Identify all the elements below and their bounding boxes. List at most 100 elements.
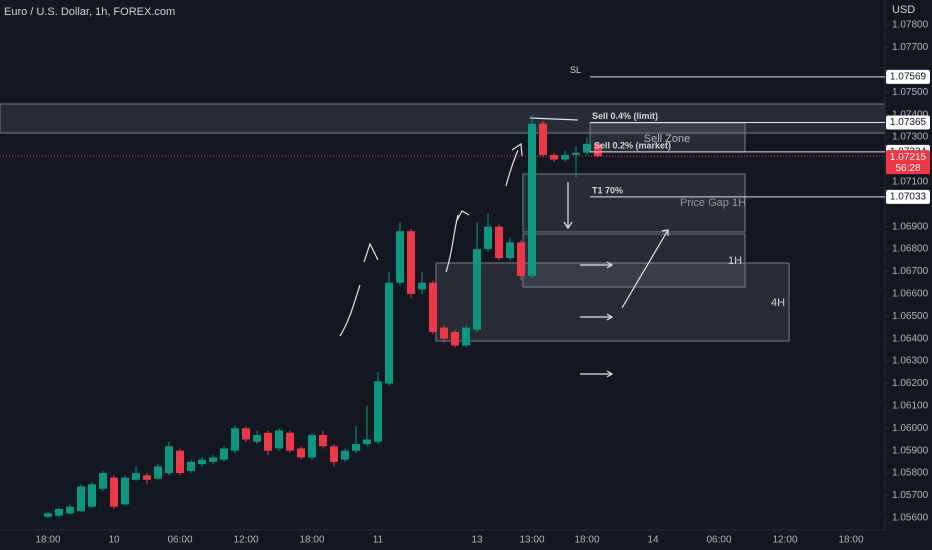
- candle-body: [110, 477, 118, 507]
- arrow-right: [580, 313, 614, 321]
- y-tick-label: 1.07300: [892, 132, 929, 143]
- candle-body: [440, 327, 448, 339]
- candle-body: [44, 513, 52, 517]
- resistance-band: [0, 103, 886, 134]
- candle-body: [88, 484, 96, 507]
- candle-body: [561, 155, 569, 160]
- zone-label: Sell Zone: [644, 133, 690, 145]
- x-tick-label: 06:00: [167, 535, 192, 546]
- y-tick-label: 1.07500: [892, 87, 929, 98]
- candle-body: [583, 143, 591, 153]
- candle-body: [352, 443, 360, 451]
- candle-body: [418, 282, 426, 290]
- candle-body: [506, 242, 514, 259]
- candle-body: [550, 155, 558, 160]
- x-tick-label: 11: [373, 535, 384, 546]
- y-tick-label: 1.06400: [892, 333, 929, 344]
- candle-body: [176, 450, 184, 474]
- candle-body: [99, 473, 107, 489]
- x-tick-label: 18:00: [574, 535, 599, 546]
- candle-body: [429, 282, 437, 332]
- level-price-box: [886, 69, 930, 84]
- level-name: Sell 0.4% (limit): [592, 111, 658, 121]
- candle-body: [407, 231, 415, 294]
- y-tick-label: 1.05600: [892, 513, 929, 524]
- y-tick-label: 1.05900: [892, 445, 929, 456]
- candle-body: [165, 446, 173, 474]
- y-tick-label: 1.05800: [892, 468, 929, 479]
- y-tick-label: 1.07400: [892, 109, 929, 120]
- hand-arrow: [363, 242, 379, 263]
- candle-body: [341, 450, 349, 460]
- arrow-up: [621, 229, 669, 309]
- x-tick-label: 06:00: [706, 535, 731, 546]
- zone-1h: [522, 233, 746, 288]
- x-tick-label: 18:00: [299, 535, 324, 546]
- candle-body: [275, 430, 283, 449]
- y-tick-label: 1.06000: [892, 423, 929, 434]
- hand-arrow: [339, 284, 361, 337]
- candle-body: [187, 461, 195, 471]
- zone-label: Price Gap 1H: [680, 197, 746, 209]
- candle-body: [319, 435, 327, 447]
- y-tick-label: 1.06300: [892, 356, 929, 367]
- candle-body: [209, 457, 217, 462]
- candle-body: [495, 226, 503, 259]
- level-price-box: [886, 189, 930, 204]
- candle-body: [198, 459, 206, 465]
- arrow-down: [563, 182, 573, 230]
- x-tick-label: 18:00: [35, 535, 60, 546]
- y-tick-label: 1.07800: [892, 20, 929, 31]
- candle-body: [473, 249, 481, 330]
- candle-body: [462, 327, 470, 346]
- x-tick-label: 12:00: [233, 535, 258, 546]
- candle-body: [297, 448, 305, 458]
- last-price-box: [886, 150, 930, 175]
- candle-body: [242, 428, 250, 440]
- hand-arrow: [445, 210, 470, 273]
- countdown: 56:28: [895, 163, 920, 174]
- chart-title: Euro / U.S. Dollar, 1h, FOREX.com: [4, 6, 175, 18]
- candle-body: [55, 508, 63, 516]
- y-tick-label: 1.07700: [892, 42, 929, 53]
- currency: USD: [892, 4, 915, 16]
- arrow-right: [580, 261, 614, 269]
- y-tick-label: 1.06700: [892, 266, 929, 277]
- candle-body: [220, 448, 228, 460]
- candle-body: [77, 486, 85, 512]
- y-tick-label: 1.06900: [892, 221, 929, 232]
- candle-body: [374, 381, 382, 442]
- candle-body: [451, 331, 459, 346]
- candle-body: [132, 473, 140, 480]
- candle-body: [594, 143, 602, 157]
- candle-body: [396, 231, 404, 283]
- y-tick-label: 1.06200: [892, 378, 929, 389]
- level-name: SL: [570, 65, 581, 75]
- x-tick-label: 13:00: [519, 535, 544, 546]
- x-tick-label: 18:00: [838, 535, 863, 546]
- arrow-right: [580, 370, 614, 378]
- candle-body: [253, 435, 261, 442]
- candle-body: [154, 466, 162, 479]
- y-tick-label: 1.07100: [892, 177, 929, 188]
- candle-body: [286, 432, 294, 451]
- x-tick-label: 13: [471, 535, 483, 546]
- candle-body: [308, 435, 316, 458]
- candle-body: [66, 506, 74, 514]
- zone-label: 4H: [771, 297, 785, 309]
- level-price: 1.07569: [890, 71, 927, 82]
- zone-price-gap: [522, 173, 746, 233]
- y-tick-label: 1.06100: [892, 401, 929, 412]
- x-tick-label: 12:00: [772, 535, 797, 546]
- x-tick-label: 10: [108, 535, 120, 546]
- candle-body: [528, 123, 536, 276]
- candle-body: [484, 226, 492, 250]
- candle-body: [231, 428, 239, 451]
- hand-arrow: [505, 142, 523, 187]
- last-price: 1.07215: [890, 152, 927, 163]
- candle-body: [572, 152, 580, 156]
- level-price: 1.07033: [890, 192, 927, 203]
- level-price: 1.07365: [890, 117, 927, 128]
- candle-body: [121, 477, 129, 505]
